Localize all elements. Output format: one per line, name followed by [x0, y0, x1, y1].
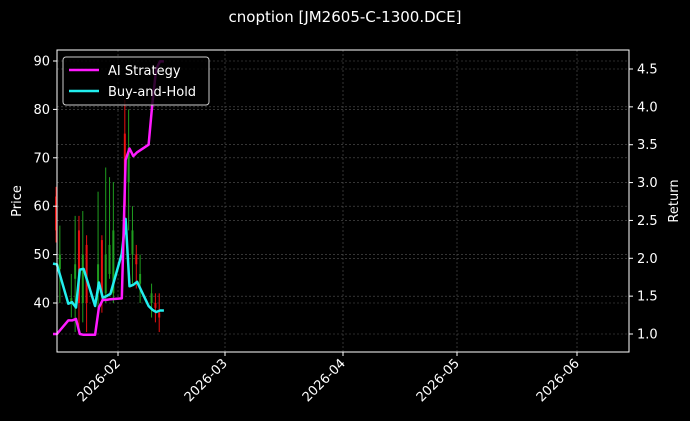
svg-text:70: 70: [33, 151, 50, 166]
svg-text:3.0: 3.0: [637, 176, 658, 191]
buy-and-hold-line: [52, 217, 164, 314]
svg-text:50: 50: [33, 248, 50, 263]
svg-text:2026-04: 2026-04: [300, 356, 349, 405]
svg-text:3.5: 3.5: [637, 138, 658, 153]
price-candles: [55, 99, 161, 333]
svg-text:90: 90: [33, 55, 50, 70]
svg-text:40: 40: [33, 297, 50, 312]
x-axis: 2026-02 2026-03 2026-04 2026-05 2026-06: [75, 352, 583, 405]
svg-text:2026-05: 2026-05: [414, 356, 463, 405]
right-y-axis: 1.0 1.5 2.0 2.5 3.0 3.5 4.0 4.5: [629, 63, 658, 343]
svg-text:2.5: 2.5: [637, 214, 658, 229]
svg-text:1.0: 1.0: [637, 328, 658, 343]
svg-text:4.5: 4.5: [637, 63, 658, 78]
svg-text:1.5: 1.5: [637, 290, 658, 305]
legend-buy-and-hold-label: Buy-and-Hold: [108, 85, 196, 100]
y2-axis-label: Return: [667, 179, 682, 222]
grid-lines: [57, 50, 629, 352]
ai-strategy-line: [53, 60, 164, 337]
legend: AI Strategy Buy-and-Hold: [62, 56, 210, 106]
left-y-axis: 40 50 60 70 80 90: [33, 55, 57, 312]
chart-title: cnoption [JM2605-C-1300.DCE]: [228, 8, 462, 26]
svg-text:2026-02: 2026-02: [75, 356, 124, 405]
legend-ai-strategy-label: AI Strategy: [108, 64, 181, 79]
svg-text:60: 60: [33, 200, 50, 215]
svg-text:2026-06: 2026-06: [534, 356, 583, 405]
svg-text:80: 80: [33, 103, 50, 118]
y-axis-label: Price: [10, 185, 25, 217]
svg-text:2.0: 2.0: [637, 252, 658, 267]
svg-text:4.0: 4.0: [637, 100, 658, 115]
svg-text:2026-03: 2026-03: [182, 356, 231, 405]
